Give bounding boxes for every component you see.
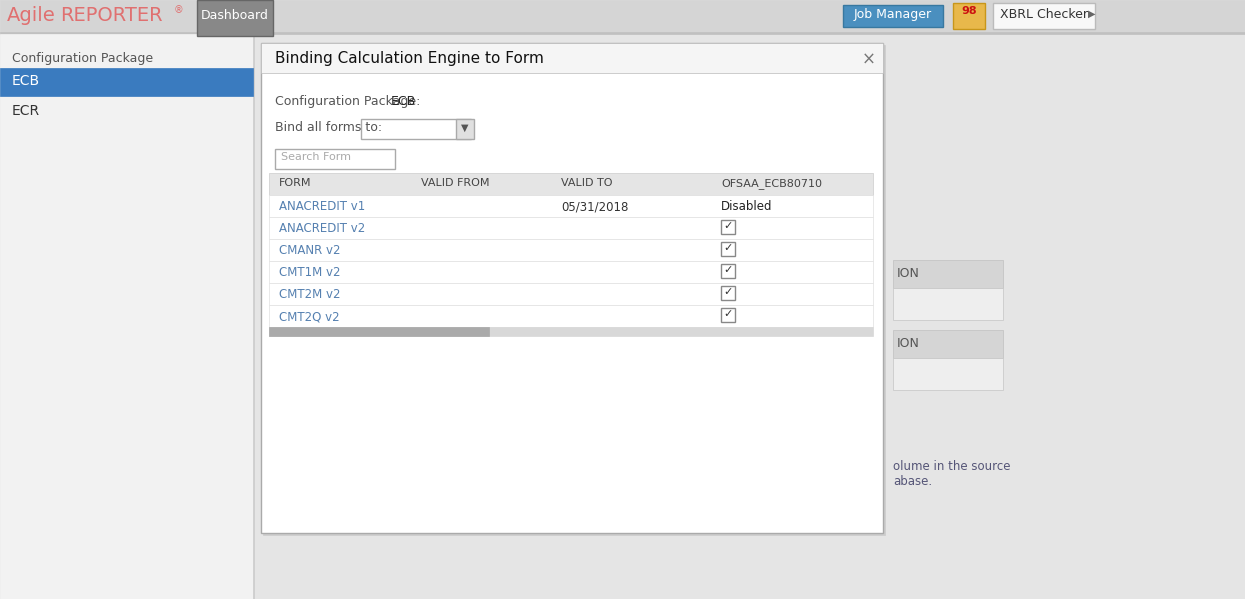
- Bar: [994, 3, 1096, 29]
- Bar: [197, 0, 273, 36]
- Text: FORM: FORM: [279, 178, 311, 188]
- Bar: [952, 3, 985, 29]
- Bar: [261, 43, 883, 73]
- Bar: [843, 5, 942, 27]
- Bar: [893, 288, 1003, 320]
- Bar: [263, 45, 885, 535]
- Bar: [269, 283, 873, 305]
- Bar: [269, 327, 873, 336]
- Bar: [269, 327, 489, 336]
- Bar: [269, 217, 873, 239]
- Text: ✓: ✓: [723, 287, 733, 297]
- Text: ECR: ECR: [12, 104, 40, 118]
- Text: 05/31/2018: 05/31/2018: [561, 200, 629, 213]
- Text: Dashboard: Dashboard: [200, 9, 269, 22]
- Text: ×: ×: [862, 51, 876, 69]
- Text: ANACREDIT v1: ANACREDIT v1: [279, 200, 365, 213]
- Bar: [721, 286, 735, 300]
- Bar: [269, 261, 873, 283]
- Bar: [893, 330, 1003, 358]
- Text: ION: ION: [896, 267, 920, 280]
- Text: ANACREDIT v2: ANACREDIT v2: [279, 222, 365, 235]
- Bar: [275, 149, 395, 169]
- Bar: [893, 260, 1003, 288]
- Text: CMT1M v2: CMT1M v2: [279, 266, 340, 279]
- Text: CMANR v2: CMANR v2: [279, 244, 340, 257]
- Text: Binding Calculation Engine to Form: Binding Calculation Engine to Form: [275, 51, 544, 66]
- Text: abase.: abase.: [893, 475, 933, 488]
- Text: ✓: ✓: [723, 309, 733, 319]
- Text: VALID TO: VALID TO: [561, 178, 613, 188]
- Bar: [721, 308, 735, 322]
- Text: 98: 98: [961, 6, 977, 16]
- Bar: [0, 0, 1245, 32]
- Bar: [456, 119, 474, 139]
- Bar: [269, 305, 873, 327]
- Text: CMT2Q v2: CMT2Q v2: [279, 310, 340, 323]
- Text: ECB: ECB: [391, 95, 416, 108]
- Bar: [0, 68, 253, 96]
- Text: Search Form: Search Form: [281, 152, 351, 162]
- Text: OFSAA_ECB80710: OFSAA_ECB80710: [721, 178, 822, 189]
- Text: ®: ®: [174, 5, 184, 15]
- Text: CMT2M v2: CMT2M v2: [279, 288, 340, 301]
- Bar: [0, 32, 1245, 34]
- Text: ▶: ▶: [1088, 9, 1096, 19]
- Text: Job Manager: Job Manager: [854, 8, 933, 21]
- Text: ✓: ✓: [723, 221, 733, 231]
- Text: VALID FROM: VALID FROM: [421, 178, 489, 188]
- Text: Agile: Agile: [7, 6, 56, 25]
- Bar: [269, 239, 873, 261]
- Text: ▼: ▼: [461, 123, 469, 133]
- Bar: [721, 220, 735, 234]
- Text: ✓: ✓: [723, 265, 733, 275]
- Bar: [0, 34, 253, 599]
- Text: ✓: ✓: [723, 243, 733, 253]
- Bar: [721, 242, 735, 256]
- Bar: [721, 264, 735, 278]
- Bar: [893, 358, 1003, 390]
- Text: ECB: ECB: [12, 74, 40, 88]
- Text: REPORTER: REPORTER: [60, 6, 163, 25]
- Text: Configuration Package:: Configuration Package:: [275, 95, 421, 108]
- Text: Configuration Package: Configuration Package: [12, 52, 153, 65]
- Bar: [361, 119, 471, 139]
- Bar: [261, 43, 883, 533]
- Text: Disabled: Disabled: [721, 200, 772, 213]
- Text: ION: ION: [896, 337, 920, 350]
- Bar: [269, 173, 873, 195]
- Text: Bind all forms to:: Bind all forms to:: [275, 121, 382, 134]
- Text: olume in the source: olume in the source: [893, 460, 1011, 473]
- Bar: [269, 195, 873, 217]
- Text: XBRL Checker: XBRL Checker: [1000, 8, 1088, 21]
